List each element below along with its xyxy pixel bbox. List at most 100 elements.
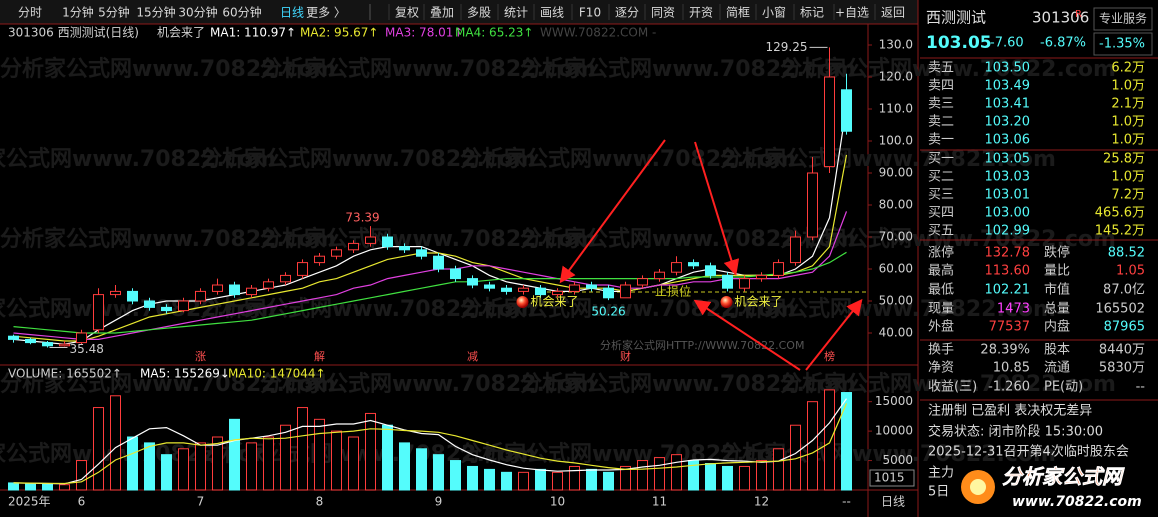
- toolbar-button[interactable]: 简框: [726, 6, 750, 20]
- toolbar-button[interactable]: 小窗: [762, 6, 786, 20]
- candle-body: [569, 284, 580, 292]
- stat-label: 内盘: [1044, 319, 1070, 335]
- stat-value: 102.21: [985, 283, 1031, 298]
- watermark: 分析家公式网www.70822.com: [0, 226, 336, 252]
- volume-bar: [569, 465, 580, 491]
- candle-body: [348, 242, 359, 251]
- stat-label: 收益(㆔): [928, 380, 977, 395]
- volume-bar: [620, 465, 631, 491]
- candle-body: [586, 284, 597, 289]
- toolbar-button[interactable]: 15分钟: [136, 5, 175, 20]
- volume-bar: [552, 471, 563, 491]
- candle-body: [297, 262, 308, 276]
- toolbar-button[interactable]: 60分钟: [222, 5, 261, 20]
- book-price: 103.00: [985, 206, 1031, 221]
- stat-label: 流通: [1044, 361, 1070, 376]
- toolbar-button[interactable]: 画线: [540, 6, 564, 20]
- volume-bar: [518, 471, 529, 491]
- volume-bar: [348, 436, 359, 491]
- toolbar-button[interactable]: F10: [579, 6, 601, 20]
- toolbar-button[interactable]: 复权: [395, 6, 419, 20]
- signal-title: 机会来了: [157, 26, 205, 40]
- toolbar-button[interactable]: 叠加: [430, 6, 454, 20]
- stat-label: PE(动): [1044, 380, 1083, 395]
- low-label: 35.48: [70, 342, 104, 356]
- candle-body: [722, 274, 733, 289]
- x-tick-label: 9: [435, 495, 443, 509]
- watermark: 分析家公式网www.70822.com: [460, 146, 796, 172]
- chart-title: 301306 西测测试(日线): [8, 25, 139, 40]
- toolbar-button[interactable]: 5分钟: [98, 5, 130, 20]
- watermark: 分析家公式网www.70822.com: [520, 371, 856, 397]
- y-tick-label: 5000: [882, 453, 913, 467]
- book-volume: 1.0万: [1111, 79, 1145, 94]
- legend-entry: MA2: 95.67↑: [300, 26, 378, 40]
- candle-body: [42, 342, 53, 347]
- volume-bar: [331, 430, 342, 491]
- volume-bar: [807, 401, 818, 491]
- x-tick-label: 2025年: [8, 495, 51, 509]
- legend-entry: MA1: 110.97↑: [210, 26, 296, 40]
- change: -7.60: [990, 36, 1024, 51]
- book-label: 卖三: [928, 97, 954, 112]
- stat-value: 1473: [997, 302, 1030, 317]
- candle-body: [280, 274, 291, 283]
- toolbar-button[interactable]: +自选: [835, 6, 869, 20]
- candle-body: [382, 236, 393, 248]
- volume-bar: [433, 454, 444, 491]
- toolbar-button[interactable]: 更多 〉: [306, 6, 346, 20]
- volume-bar: [484, 468, 495, 491]
- candle-body: [535, 287, 546, 296]
- toolbar-button[interactable]: 分时: [18, 6, 42, 20]
- signal-label: 机会来了: [735, 295, 783, 309]
- volume-bar: [76, 460, 87, 491]
- toolbar-button[interactable]: 1分钟: [62, 5, 94, 20]
- toolbar-button[interactable]: 统计: [504, 6, 528, 20]
- book-label: 买四: [928, 206, 954, 221]
- toolbar-button[interactable]: 开资: [689, 6, 713, 20]
- toolbar-button[interactable]: 多股: [467, 6, 491, 20]
- book-price: 103.03: [985, 170, 1031, 185]
- toolbar-button[interactable]: 同资: [651, 6, 675, 20]
- toolbar-button[interactable]: 返回: [881, 6, 905, 20]
- toolbar-button[interactable]: 标记: [800, 6, 824, 20]
- candle-body: [110, 290, 121, 296]
- volume-bar: [824, 389, 835, 491]
- candle-body: [620, 284, 631, 299]
- volume-bar: [25, 483, 36, 491]
- stat-label: 总量: [1044, 302, 1070, 317]
- stat-value: 132.78: [985, 246, 1031, 261]
- volume-bar: [8, 482, 19, 491]
- toolbar-button[interactable]: 30分钟: [178, 5, 217, 20]
- volume-bar: [399, 442, 410, 491]
- stat-value: 77537: [989, 320, 1030, 335]
- extra-pct: -1.35%: [1099, 37, 1145, 52]
- volume-bar: [110, 395, 121, 491]
- stat-label: 涨停: [928, 245, 954, 261]
- toolbar-button[interactable]: 逐分: [615, 6, 639, 20]
- volume-title: VOLUME: 165502↑: [8, 367, 122, 381]
- low-label: 50.26: [591, 305, 625, 319]
- toolbar-button[interactable]: 日线: [280, 6, 304, 20]
- x-tick-label: 10: [550, 495, 565, 509]
- logo-url: www.70822.com: [1012, 494, 1142, 510]
- volume-bar: [93, 407, 104, 491]
- candle-body: [399, 246, 410, 251]
- candle-body: [501, 287, 512, 292]
- watermark: 分析家公式网www.70822.com: [0, 371, 336, 397]
- stat-value: 8440万: [1099, 343, 1145, 358]
- candle-body: [824, 76, 835, 168]
- ma-line: [13, 251, 847, 334]
- candle-body: [603, 287, 614, 299]
- candle-body: [246, 287, 257, 296]
- candle-body: [263, 281, 274, 289]
- y-tick-label: 15000: [875, 394, 913, 408]
- volume-bar: [382, 424, 393, 491]
- volume-bar: [161, 454, 172, 491]
- x-tick-label: 8: [316, 495, 324, 509]
- candle-body: [688, 262, 699, 267]
- volume-bar: [59, 484, 70, 491]
- candle-body: [331, 249, 342, 257]
